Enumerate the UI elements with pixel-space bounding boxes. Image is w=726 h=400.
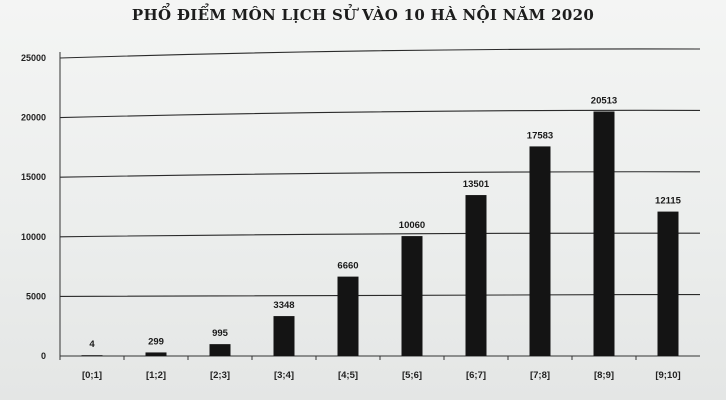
bar [145,352,167,356]
data-label: 4 [89,339,95,350]
y-tick-label: 25000 [21,53,46,63]
data-label: 995 [212,328,229,339]
data-label: 6660 [337,261,358,272]
y-tick-label: 5000 [26,291,46,301]
bar [401,236,423,356]
y-tick-label: 10000 [21,232,46,242]
x-tick-label: [5;6] [402,370,422,381]
x-tick-label: [2;3] [210,370,230,381]
y-tick-label: 20000 [21,113,46,123]
data-label: 13501 [463,179,490,190]
bar [465,195,487,356]
bar [209,344,231,356]
data-label: 17583 [527,130,553,141]
data-label: 12115 [655,196,682,207]
x-tick-label: [3;4] [274,370,294,381]
data-label: 20513 [591,95,617,106]
x-tick-label: [1;2] [146,370,166,381]
y-tick-label: 15000 [21,172,46,182]
gridline [59,109,701,119]
bar [593,111,615,356]
x-tick-label: [8;9] [594,370,614,381]
x-tick-label: [9;10] [655,370,680,381]
data-label: 299 [148,336,164,347]
bar [81,355,103,356]
data-label: 3348 [273,300,294,311]
x-tick-label: [0;1] [82,370,102,381]
y-tick-label: 0 [41,351,46,361]
x-tick-label: [4;5] [338,370,358,381]
chart-title: PHỔ ĐIỂM MÔN LỊCH SỬ VÀO 10 HÀ NỘI NĂM 2… [131,6,595,24]
x-tick-label: [6;7] [466,370,486,381]
gridline [59,48,701,59]
bar [657,211,679,356]
x-tick-label: [7;8] [530,370,550,381]
data-label: 10060 [399,220,425,231]
bar [273,316,295,356]
bar [529,146,551,356]
bar [337,276,359,356]
